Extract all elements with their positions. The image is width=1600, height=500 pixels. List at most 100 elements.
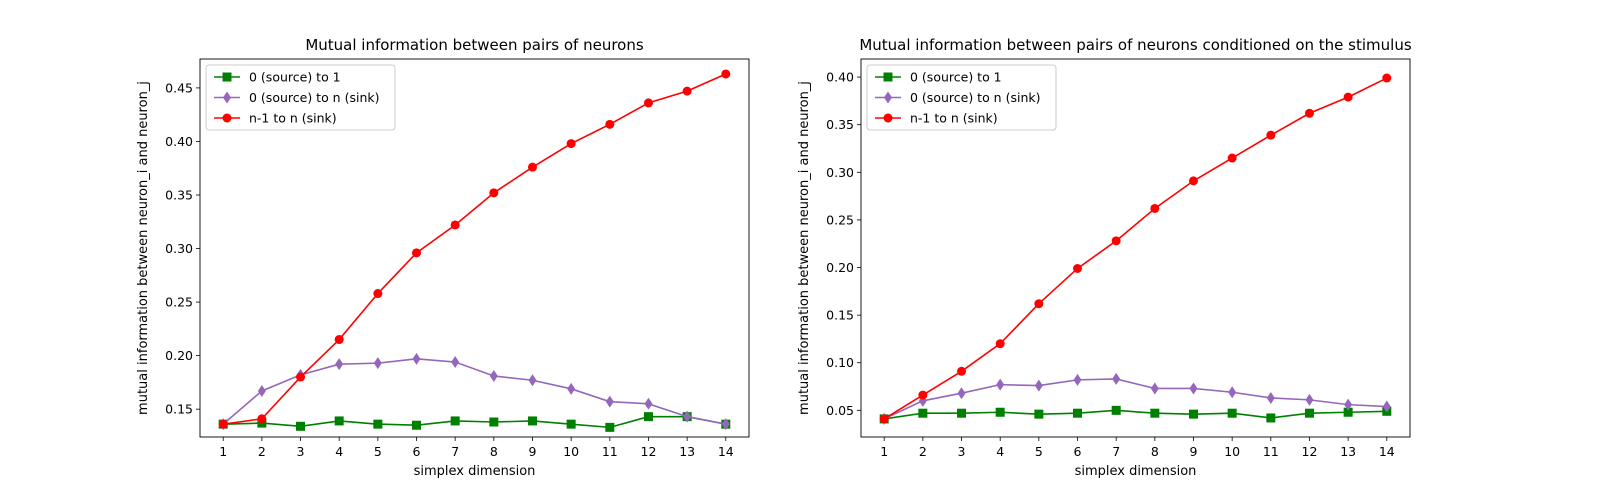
y-tick-label: 0.45 — [165, 80, 193, 95]
series-3-point — [1188, 176, 1198, 186]
series-2-point — [373, 357, 382, 370]
series-3-point — [1073, 263, 1083, 273]
series-2-point — [1073, 373, 1082, 386]
series-1-point — [1304, 408, 1314, 418]
series-line-1 — [884, 409, 1387, 420]
legend-marker-1 — [222, 72, 232, 82]
y-tick-label: 0.35 — [165, 187, 193, 202]
y-tick-label: 0.15 — [826, 308, 854, 323]
series-2-point — [1305, 393, 1314, 406]
legend-marker-3 — [222, 113, 232, 123]
series-3-point — [957, 366, 967, 376]
x-tick-label: 12 — [641, 444, 657, 459]
series-2-point — [412, 352, 421, 365]
x-tick-label: 1 — [219, 444, 227, 459]
axes-frame — [199, 58, 750, 438]
series-2-point — [1189, 382, 1198, 395]
x-tick-label: 7 — [451, 444, 459, 459]
y-tick-label: 0.25 — [826, 212, 854, 227]
series-1-point — [995, 407, 1005, 417]
y-tick-label: 0.05 — [826, 403, 854, 418]
series-3-point — [1111, 236, 1121, 246]
series-3-point — [605, 119, 615, 129]
series-3-point — [643, 98, 653, 108]
x-tick-label: 11 — [602, 444, 618, 459]
series-1-point — [1111, 405, 1121, 415]
series-3-point — [450, 220, 460, 230]
series-2-point — [1382, 400, 1391, 413]
x-axis-label: simplex dimension — [1075, 464, 1197, 479]
x-tick-label: 8 — [1151, 444, 1159, 459]
series-1-point — [334, 416, 344, 426]
x-tick-label: 5 — [1035, 444, 1043, 459]
series-3-point — [879, 414, 889, 424]
x-tick-label: 2 — [258, 444, 266, 459]
series-2-point — [489, 369, 498, 382]
series-1-point — [450, 416, 460, 426]
x-tick-label: 14 — [1379, 444, 1395, 459]
series-1-point — [605, 422, 615, 432]
x-tick-label: 7 — [1112, 444, 1120, 459]
x-axis-label: simplex dimension — [414, 464, 536, 479]
x-tick-label: 3 — [297, 444, 305, 459]
series-1-point — [1343, 407, 1353, 417]
x-tick-label: 6 — [413, 444, 421, 459]
series-1-point — [643, 412, 653, 422]
series-line-3 — [883, 77, 1388, 420]
series-1-point — [489, 417, 499, 427]
series-2-point — [1150, 382, 1159, 395]
chart-right: Mutual information between pairs of neur… — [797, 36, 1412, 479]
series-3-point — [918, 390, 928, 400]
y-tick-label: 0.10 — [826, 355, 854, 370]
series-3-point — [682, 86, 692, 96]
y-axis-label: mutual information between neuron_i and … — [136, 81, 151, 415]
y-tick-label: 0.15 — [165, 402, 193, 417]
series-1-point — [527, 416, 537, 426]
series-3-point — [566, 139, 576, 149]
y-axis-label: mutual information between neuron_i and … — [797, 81, 812, 415]
chart-title: Mutual information between pairs of neur… — [859, 36, 1412, 54]
legend-label-2: 0 (source) to n (sink) — [910, 90, 1040, 105]
legend-label-1: 0 (source) to 1 — [249, 70, 341, 85]
chart-title: Mutual information between pairs of neur… — [305, 36, 644, 54]
legend-label-3: n-1 to n (sink) — [910, 111, 998, 126]
x-tick-label: 9 — [529, 444, 537, 459]
legend-marker-2 — [223, 91, 231, 104]
series-3-point — [489, 188, 499, 198]
series-line-2 — [222, 358, 726, 425]
x-tick-label: 3 — [958, 444, 966, 459]
x-tick-label: 4 — [996, 444, 1004, 459]
series-3-point — [527, 162, 537, 172]
series-3-point — [412, 248, 422, 258]
y-tick-label: 0.30 — [826, 165, 854, 180]
x-tick-label: 10 — [1224, 444, 1240, 459]
series-2-point — [335, 358, 344, 371]
series-3-point — [995, 339, 1005, 349]
y-tick-label: 0.35 — [826, 117, 854, 132]
x-tick-label: 11 — [1263, 444, 1279, 459]
series-3-point — [257, 414, 267, 424]
series-1-point — [373, 419, 383, 429]
series-2-point — [1266, 391, 1275, 404]
series-2-point — [257, 384, 266, 397]
x-tick-label: 8 — [490, 444, 498, 459]
axes-frame — [860, 58, 1411, 438]
series-2-point — [996, 378, 1005, 391]
y-tick-label: 0.30 — [165, 241, 193, 256]
series-2-point — [567, 382, 576, 395]
series-line-3 — [223, 73, 727, 425]
legend-box — [205, 64, 396, 131]
series-3-point — [373, 289, 383, 299]
series-1-point — [566, 419, 576, 429]
series-1-point — [1034, 409, 1044, 419]
legend-label-1: 0 (source) to 1 — [910, 70, 1002, 85]
y-tick-label: 0.40 — [165, 134, 193, 149]
series-2-point — [1034, 379, 1043, 392]
y-tick-label: 0.20 — [165, 348, 193, 363]
legend-marker-3 — [883, 113, 893, 123]
y-tick-label: 0.25 — [165, 295, 193, 310]
series-2-point — [683, 410, 692, 423]
series-2-point — [957, 387, 966, 400]
legend-marker-2 — [884, 91, 892, 104]
series-2-point — [528, 374, 537, 387]
